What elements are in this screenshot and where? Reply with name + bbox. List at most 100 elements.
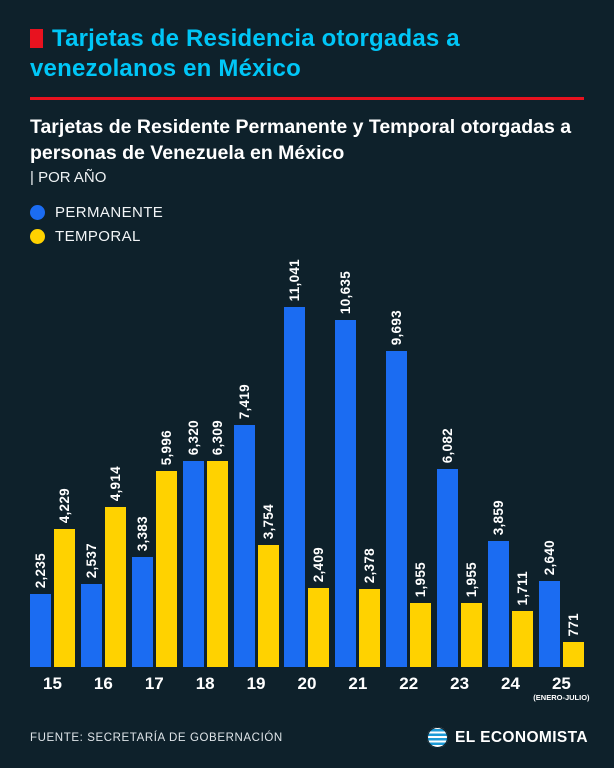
chart-bar-temporal: [257, 545, 279, 668]
bar-column-temporal: 2,409: [308, 547, 330, 668]
bar-column-temporal: 771: [562, 613, 584, 668]
chart-bar-temporal: [155, 471, 177, 668]
bar-value-label: 1,955: [413, 562, 429, 598]
bar-column-temporal: 1,955: [410, 562, 432, 668]
chart-bar-permanente: [233, 425, 255, 668]
year-group: 6,082 1,955: [437, 428, 483, 668]
x-axis-group: 16: [81, 674, 126, 694]
year-group-bars: 2,235 4,229: [30, 488, 75, 668]
bar-value-label: 11,041: [287, 259, 303, 302]
bar-column-temporal: 1,955: [461, 562, 483, 668]
legend-label: PERMANENTE: [55, 204, 164, 222]
bar-column-permanente: 11,041: [284, 259, 306, 668]
year-group-bars: 2,640 771: [538, 540, 584, 668]
red-divider-line: [30, 97, 584, 100]
bar-value-label: 2,537: [83, 543, 99, 579]
year-group-bars: 7,419 3,754: [233, 384, 279, 668]
bar-column-temporal: 2,378: [359, 548, 381, 668]
year-group: 9,693 1,955: [386, 310, 432, 668]
year-group-bars: 6,082 1,955: [437, 428, 483, 668]
x-axis-label: 23: [450, 674, 470, 694]
x-axis: 15 16 17 18 19 20 21 22 23 24 25 (ENERO-JULIO): [30, 674, 590, 702]
bar-value-label: 5,996: [158, 430, 174, 466]
bar-value-label: 2,640: [541, 540, 557, 576]
chart-bar-temporal: [308, 588, 330, 668]
permanente-dot-icon: [30, 205, 45, 221]
chart-bar-permanente: [80, 584, 102, 668]
chart-bar-temporal: [410, 603, 432, 668]
x-axis-group: 23: [437, 674, 482, 694]
chart-bar-temporal: [54, 529, 75, 668]
year-group-bars: 3,383 5,996: [131, 430, 177, 668]
bar-value-label: 4,914: [107, 466, 123, 502]
source-credit: FUENTE: SECRETARÍA DE GOBERNACIÓN: [30, 731, 283, 744]
bar-value-label: 6,309: [209, 420, 225, 456]
chart-bar-permanente: [437, 469, 459, 668]
page-title-text: Tarjetas de Residencia otorgadas a venez…: [30, 25, 460, 82]
bar-column-permanente: 9,693: [386, 310, 408, 668]
legend-label: TEMPORAL: [55, 228, 141, 246]
legend-item-permanente: PERMANENTE: [30, 204, 584, 221]
bar-value-label: 7,419: [236, 384, 252, 420]
bar-column-permanente: 2,235: [30, 553, 51, 668]
x-axis-label: 24: [501, 674, 520, 694]
x-axis-label: 16: [93, 674, 113, 694]
chart-legend: PERMANENTE TEMPORAL: [30, 204, 584, 245]
bar-value-label: 2,409: [311, 547, 327, 583]
bar-column-permanente: 7,419: [233, 384, 255, 668]
bar-value-label: 2,235: [33, 553, 48, 589]
legend-item-temporal: TEMPORAL: [30, 228, 584, 245]
bar-column-permanente: 2,537: [80, 543, 102, 668]
year-group-bars: 2,537 4,914: [80, 466, 126, 668]
year-group: 3,383 5,996: [131, 430, 177, 668]
bar-column-temporal: 6,309: [206, 420, 228, 668]
year-group: 7,419 3,754: [233, 384, 279, 668]
x-axis-group: 25 (ENERO-JULIO): [533, 674, 589, 702]
x-axis-label: 22: [399, 674, 419, 694]
footer: FUENTE: SECRETARÍA DE GOBERNACIÓN EL ECO…: [30, 727, 588, 748]
x-axis-group: 20: [284, 674, 329, 694]
year-group: 10,635 2,378: [335, 271, 381, 668]
x-axis-label: 18: [195, 674, 215, 694]
chart-subtitle: Tarjetas de Residente Permanente y Tempo…: [30, 116, 572, 164]
x-axis-label: 25: [551, 674, 571, 694]
chart-bar-permanente: [386, 351, 408, 668]
bar-column-temporal: 5,996: [155, 430, 177, 668]
chart-bar-temporal: [359, 589, 381, 668]
bar-value-label: 9,693: [389, 310, 405, 346]
chart-bar-permanente: [131, 557, 153, 668]
year-group-bars: 3,859 1,711: [488, 500, 534, 668]
x-axis-label: 21: [348, 674, 368, 694]
x-axis-note: (ENERO-JULIO): [533, 693, 590, 703]
x-axis-label: 17: [144, 674, 164, 694]
red-square-marker-icon: [30, 29, 43, 48]
x-axis-label: 19: [246, 674, 266, 694]
chart-bar-temporal: [461, 603, 483, 668]
x-axis-group: 15: [30, 674, 75, 694]
chart-bar-temporal: [562, 642, 584, 668]
bar-column-temporal: 4,914: [104, 466, 126, 668]
year-group: 2,640 771: [538, 540, 584, 668]
bar-value-label: 10,635: [338, 271, 354, 315]
year-group-bars: 10,635 2,378: [335, 271, 381, 668]
bar-value-label: 1,955: [464, 562, 480, 598]
el-economista-logo-icon: [427, 727, 449, 748]
year-group: 2,537 4,914: [80, 466, 126, 668]
bar-column-permanente: 6,320: [182, 420, 204, 668]
x-axis-group: 19: [234, 674, 279, 694]
bar-chart: 2,235 4,229 2,537 4,914 3,383 5,996 6,320 6,309…: [30, 255, 590, 702]
brand-lockup: EL ECONOMISTA: [427, 727, 588, 748]
x-axis-group: 24: [488, 674, 533, 694]
bars-row: 2,235 4,229 2,537 4,914 3,383 5,996 6,320 6,309…: [30, 255, 584, 668]
year-group-bars: 9,693 1,955: [386, 310, 432, 668]
x-axis-group: 21: [335, 674, 380, 694]
bar-value-label: 3,754: [260, 504, 276, 540]
x-axis-label: 20: [297, 674, 317, 694]
chart-bar-temporal: [104, 507, 126, 668]
chart-bar-permanente: [284, 307, 306, 668]
bar-column-temporal: 4,229: [54, 488, 75, 668]
year-group-bars: 11,041 2,409: [284, 259, 330, 668]
bar-value-label: 3,859: [491, 500, 507, 536]
x-axis-label: 15: [43, 674, 62, 694]
bar-value-label: 6,082: [440, 428, 456, 464]
